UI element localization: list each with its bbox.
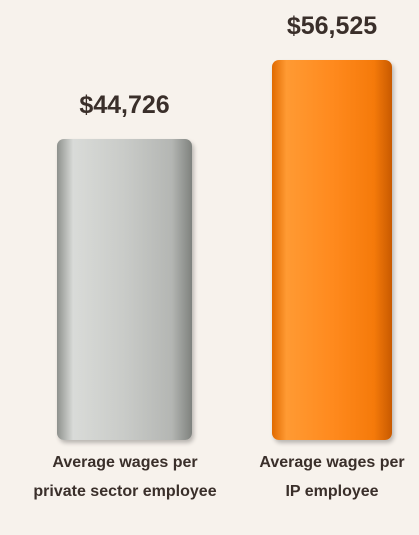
- value-label: $44,726: [79, 91, 170, 120]
- bar: [57, 139, 192, 440]
- value-label: $56,525: [286, 12, 378, 40]
- category-label: Average wages per IP employee: [259, 454, 405, 500]
- category-label: Average wages per private sector employe…: [33, 454, 217, 500]
- bar: [272, 60, 392, 440]
